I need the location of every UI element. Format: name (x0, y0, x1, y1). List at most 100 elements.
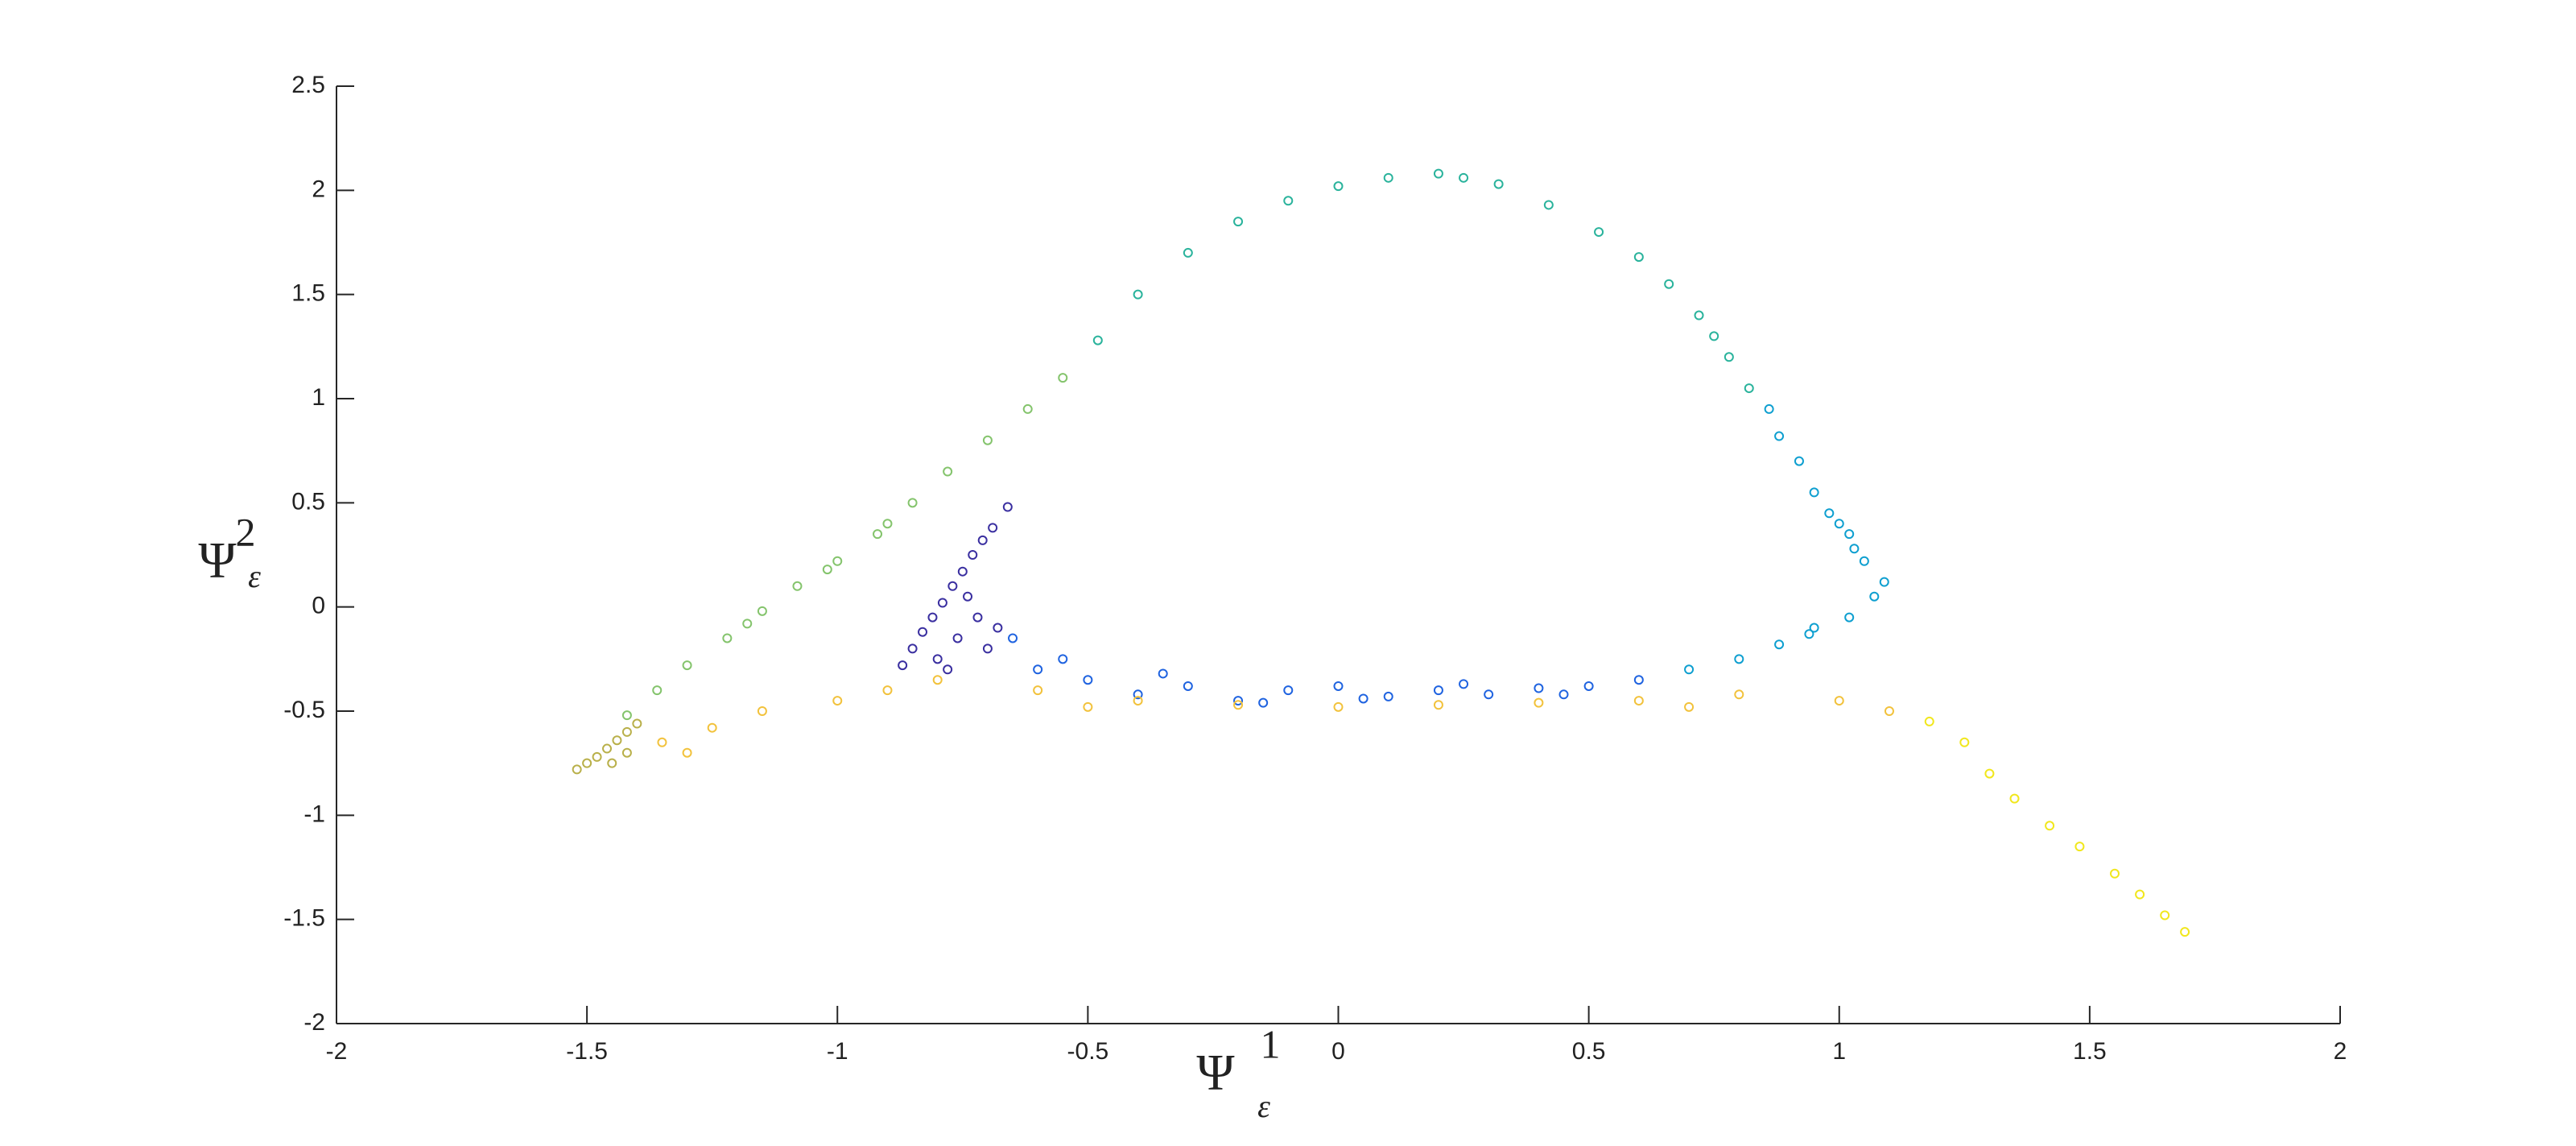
point (2009, 793, 2020, 804)
x-tick-label: -1.5 (566, 1038, 608, 1065)
point (1859, 556, 1869, 566)
point (937, 598, 947, 608)
point (612, 735, 622, 746)
point (1022, 403, 1033, 414)
y-label: Ψ (198, 532, 237, 589)
point (1834, 696, 1844, 706)
y-tick-label: -1 (303, 801, 325, 827)
point (977, 535, 988, 545)
y-tick-label: 1.5 (291, 280, 325, 307)
point (1333, 701, 1344, 712)
point (982, 643, 993, 654)
point (1633, 675, 1644, 685)
point (1058, 373, 1068, 383)
point (832, 556, 843, 566)
point (657, 737, 667, 747)
point (1869, 591, 1880, 602)
x-tick-label: 1 (1832, 1038, 1846, 1065)
point (982, 435, 993, 445)
point (2109, 868, 2120, 879)
point (1383, 691, 1393, 701)
point (1774, 431, 1785, 441)
point (1774, 639, 1785, 650)
point (1633, 252, 1644, 263)
point (1558, 689, 1569, 700)
point (968, 550, 978, 560)
point (1809, 623, 1819, 633)
point (757, 706, 767, 716)
point (1133, 289, 1143, 300)
point (1849, 544, 1860, 554)
point (957, 566, 968, 577)
point (1158, 668, 1168, 679)
y-tick-label: -0.5 (283, 697, 325, 723)
point (1484, 689, 1494, 700)
x-tick-label: -0.5 (1067, 1038, 1109, 1065)
x-label-sup: 1 (1261, 1021, 1281, 1066)
point (882, 685, 893, 696)
point (1433, 700, 1443, 710)
point (1804, 629, 1814, 639)
point (918, 627, 928, 637)
point (1058, 654, 1068, 664)
point (757, 606, 767, 616)
point (792, 581, 803, 591)
point (907, 498, 918, 508)
point (1764, 403, 1774, 414)
point (1924, 716, 1934, 726)
point (1984, 768, 1995, 779)
y-tick-label: 0.5 (291, 488, 325, 515)
x-tick-label: 2 (2334, 1038, 2347, 1065)
point (2180, 927, 2190, 937)
x-tick-label: -1 (827, 1038, 848, 1065)
point (1283, 685, 1294, 696)
y-tick-label: 2.5 (291, 72, 325, 98)
point (1133, 696, 1143, 706)
y-tick-label: 2 (312, 176, 325, 202)
point (952, 633, 963, 643)
point (1724, 352, 1734, 362)
point (1333, 181, 1344, 192)
point (652, 685, 663, 696)
point (932, 675, 943, 685)
y-tick-label: 1 (312, 384, 325, 411)
point (592, 751, 602, 762)
x-label-sub: ε (1257, 1088, 1270, 1124)
point (927, 612, 938, 623)
point (2074, 842, 2085, 852)
point (1809, 487, 1819, 498)
point (1092, 335, 1103, 345)
point (1459, 172, 1469, 183)
y-label-sub: ε (248, 558, 261, 594)
point (822, 565, 832, 575)
point (1433, 685, 1443, 696)
point (582, 758, 592, 768)
point (1233, 217, 1244, 227)
point (1734, 654, 1744, 664)
point (1433, 168, 1443, 179)
point (602, 743, 613, 754)
point (1534, 683, 1544, 693)
point (1233, 700, 1244, 710)
point (943, 664, 953, 675)
point (907, 643, 918, 654)
point (722, 633, 733, 643)
point (1884, 706, 1894, 716)
point (707, 722, 717, 733)
point (963, 591, 973, 602)
point (1008, 633, 1018, 643)
point (1083, 701, 1093, 712)
point (1383, 172, 1393, 183)
point (1583, 681, 1594, 691)
point (1834, 519, 1844, 529)
point (972, 612, 983, 623)
point (1283, 196, 1294, 206)
point (1233, 696, 1244, 706)
point (1684, 664, 1695, 675)
point (1183, 681, 1193, 691)
point (1959, 737, 1970, 747)
point (1083, 675, 1093, 685)
point (947, 581, 958, 591)
y-tick-label: 0 (312, 593, 325, 619)
